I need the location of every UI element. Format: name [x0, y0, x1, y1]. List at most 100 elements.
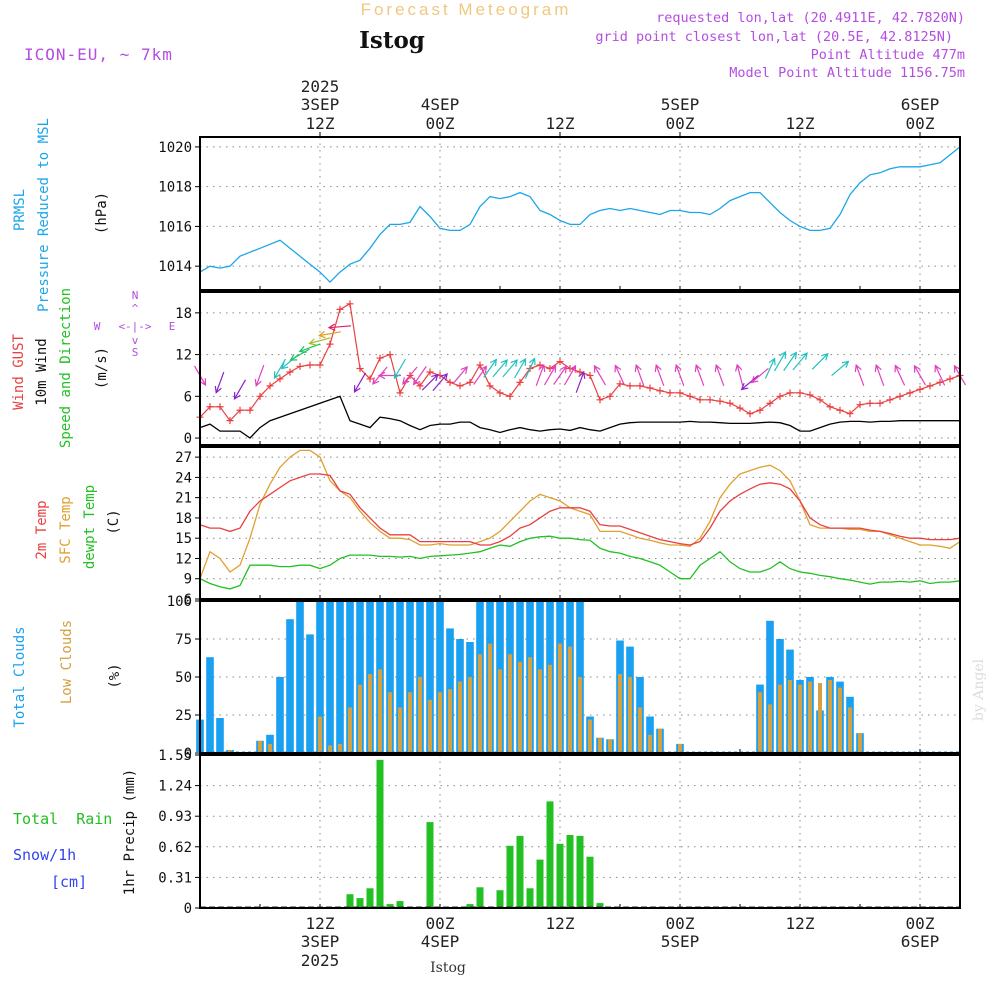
header-model: ICON-EU, ~ 7km: [24, 45, 173, 64]
wind-arrow: [377, 371, 401, 380]
wind-arrow: [317, 330, 341, 339]
rain-bar: [516, 835, 524, 908]
total-cloud-bar: [216, 718, 224, 753]
clouds-ytick-label: 0: [184, 746, 192, 762]
bottom-time-label: 12Z: [546, 914, 575, 933]
gust-marker: [886, 396, 894, 404]
rain-bar: [426, 822, 434, 908]
low-cloud-bar: [508, 654, 512, 753]
rain-bar: [536, 859, 544, 908]
gust-marker: [226, 417, 234, 425]
low-cloud-bar: [758, 692, 762, 753]
wind-arrow: [773, 350, 787, 372]
bottom-time-label: 2025: [301, 951, 340, 970]
gust-marker: [586, 371, 594, 379]
gust-marker: [906, 389, 914, 397]
gust-marker: [466, 378, 474, 386]
gust-marker: [556, 358, 564, 366]
header-requested: requested lon,lat (20.4911E, 42.7820N): [656, 10, 965, 26]
total-cloud-bar: [646, 716, 654, 753]
gust-marker: [266, 382, 274, 390]
rain-bar: [546, 801, 554, 908]
bottom-time-label: 12Z: [306, 914, 335, 933]
wind-ytick-label: 12: [175, 348, 192, 364]
total-cloud-bar: [766, 620, 774, 753]
rain-bar: [596, 903, 604, 908]
total-cloud-bar: [356, 601, 364, 753]
gust-marker: [216, 403, 224, 411]
gust-marker: [516, 378, 524, 386]
wind-arrow: [714, 363, 725, 387]
top-time-label: 4SEP: [421, 95, 460, 114]
total-cloud-bar: [406, 601, 414, 753]
bottom-time-label: 5SEP: [661, 932, 700, 951]
top-time-label: 00Z: [666, 114, 695, 133]
gust-marker: [916, 385, 924, 393]
total-cloud-bar: [336, 601, 344, 753]
gust-marker: [476, 361, 484, 369]
gust-marker: [576, 368, 584, 376]
top-time-label: 12Z: [546, 114, 575, 133]
low-cloud-bar: [538, 669, 542, 753]
wind-arrow: [764, 357, 776, 379]
temp-ytick-label: 21: [175, 491, 192, 507]
low-cloud-bar: [478, 654, 482, 753]
low-cloud-bar: [658, 728, 662, 753]
compass-s: S: [132, 346, 139, 359]
temp-ytick-label: 6: [184, 592, 192, 608]
clouds-ytick-label: 75: [175, 632, 192, 648]
low-cloud-bar: [548, 664, 552, 753]
wind-arrow: [575, 370, 586, 393]
total-cloud-bar: [316, 601, 324, 753]
temp-sfc-line: [199, 449, 961, 579]
gust-marker: [636, 382, 644, 390]
gust-marker: [946, 375, 954, 383]
total-cloud-bar: [346, 601, 354, 753]
gust-marker: [876, 399, 884, 407]
temp-2m-line: [199, 473, 961, 546]
low-cloud-bar: [488, 643, 492, 753]
footer-location: Istog: [430, 960, 466, 976]
compass-w: W: [94, 320, 101, 333]
gust-marker: [396, 389, 404, 397]
gust-marker: [496, 389, 504, 397]
gust-marker: [786, 389, 794, 397]
temp-ytick-label: 12: [175, 551, 192, 567]
rain-bar: [376, 759, 384, 908]
gust-marker: [236, 406, 244, 414]
wind-arrow: [894, 364, 906, 386]
wind-arrow: [694, 363, 705, 387]
pressure-ytick-label: 1020: [158, 140, 192, 156]
header-location: Istog: [359, 27, 425, 54]
gust-marker: [616, 380, 624, 388]
watermark: by Angel: [971, 658, 987, 721]
wind-ytick-label: 0: [184, 431, 192, 447]
precip-ytick-label: 0: [184, 901, 192, 917]
precip-ytick-label: 0.31: [158, 870, 192, 886]
gust-marker: [836, 406, 844, 414]
low-cloud-bar: [648, 734, 652, 753]
clouds-frame: [199, 600, 961, 754]
top-time-label: 00Z: [426, 114, 455, 133]
wind-speed-line: [199, 395, 960, 439]
clouds-label-total: Total Clouds: [12, 626, 28, 727]
bottom-time-label: 6SEP: [901, 932, 940, 951]
wind-arrow: [735, 363, 744, 387]
wind-arrow: [393, 358, 407, 380]
compass-e: E: [169, 320, 176, 333]
gust-marker: [376, 354, 384, 362]
compass-rose: N ^ W <-|-> E v S: [94, 289, 176, 359]
gust-marker: [596, 396, 604, 404]
gust-marker: [366, 375, 374, 383]
top-time-label: 2025: [301, 77, 340, 96]
gust-marker: [736, 404, 744, 412]
wind-arrow: [792, 352, 808, 371]
compass-n: N: [132, 289, 139, 302]
wind-arrow: [535, 363, 546, 387]
precip-ytick-label: 1.24: [158, 779, 192, 795]
total-cloud-bar: [296, 601, 304, 753]
low-cloud-bar: [438, 692, 442, 753]
wind-arrow: [327, 323, 352, 331]
low-cloud-bar: [468, 677, 472, 753]
rain-bar: [526, 888, 534, 908]
